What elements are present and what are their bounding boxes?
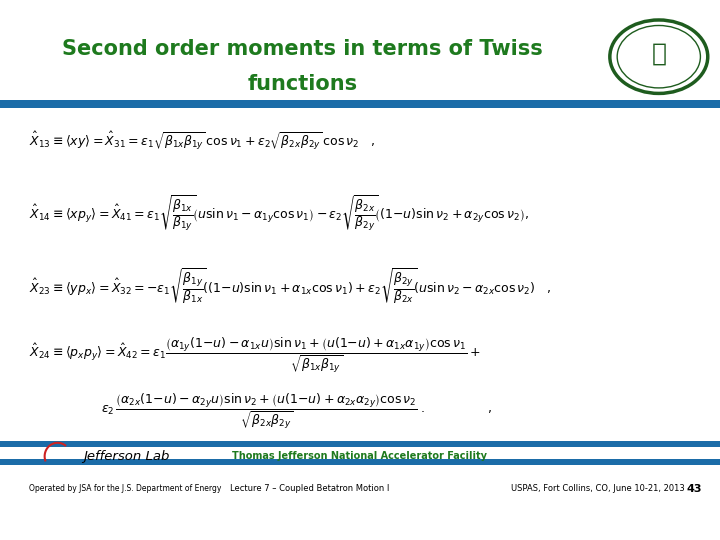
Text: functions: functions <box>248 73 357 94</box>
Text: Lecture 7 – Coupled Betatron Motion I: Lecture 7 – Coupled Betatron Motion I <box>230 484 390 493</box>
Circle shape <box>617 25 701 88</box>
Text: Jefferson Lab: Jefferson Lab <box>83 450 169 463</box>
Bar <box>0 0 720 100</box>
Text: $\hat{X}_{24} \equiv \langle p_x p_y \rangle = \hat{X}_{42} = \varepsilon_1 \dfr: $\hat{X}_{24} \equiv \langle p_x p_y \ra… <box>29 336 480 376</box>
Bar <box>0 441 720 447</box>
Text: USPAS, Fort Collins, CO, June 10-21, 2013: USPAS, Fort Collins, CO, June 10-21, 201… <box>511 484 685 493</box>
Text: $\varepsilon_2\,\dfrac{\left(\alpha_{2x}(1{-}u) - \alpha_{2y}u\right)\sin\nu_2 +: $\varepsilon_2\,\dfrac{\left(\alpha_{2x}… <box>101 392 492 431</box>
Text: Second order moments in terms of Twiss: Second order moments in terms of Twiss <box>62 38 543 59</box>
Text: 43: 43 <box>686 484 702 494</box>
Text: $\hat{X}_{23} \equiv \langle yp_x \rangle = \hat{X}_{32} = {-}\varepsilon_1\sqrt: $\hat{X}_{23} \equiv \langle yp_x \rangl… <box>29 267 552 307</box>
Text: Operated by JSA for the J.S. Department of Energy: Operated by JSA for the J.S. Department … <box>29 484 221 493</box>
Circle shape <box>610 20 708 93</box>
Text: Thomas Jefferson National Accelerator Facility: Thomas Jefferson National Accelerator Fa… <box>233 451 487 461</box>
Bar <box>0 459 720 465</box>
Bar <box>0 100 720 108</box>
Text: 🐏: 🐏 <box>652 42 666 66</box>
Text: $\hat{X}_{14} \equiv \langle xp_y \rangle = \hat{X}_{41} = \varepsilon_1\sqrt{\d: $\hat{X}_{14} \equiv \langle xp_y \rangl… <box>29 193 528 233</box>
Text: $\hat{X}_{13} \equiv \langle xy \rangle = \hat{X}_{31} = \varepsilon_1\sqrt{\bet: $\hat{X}_{13} \equiv \langle xy \rangle … <box>29 129 375 152</box>
